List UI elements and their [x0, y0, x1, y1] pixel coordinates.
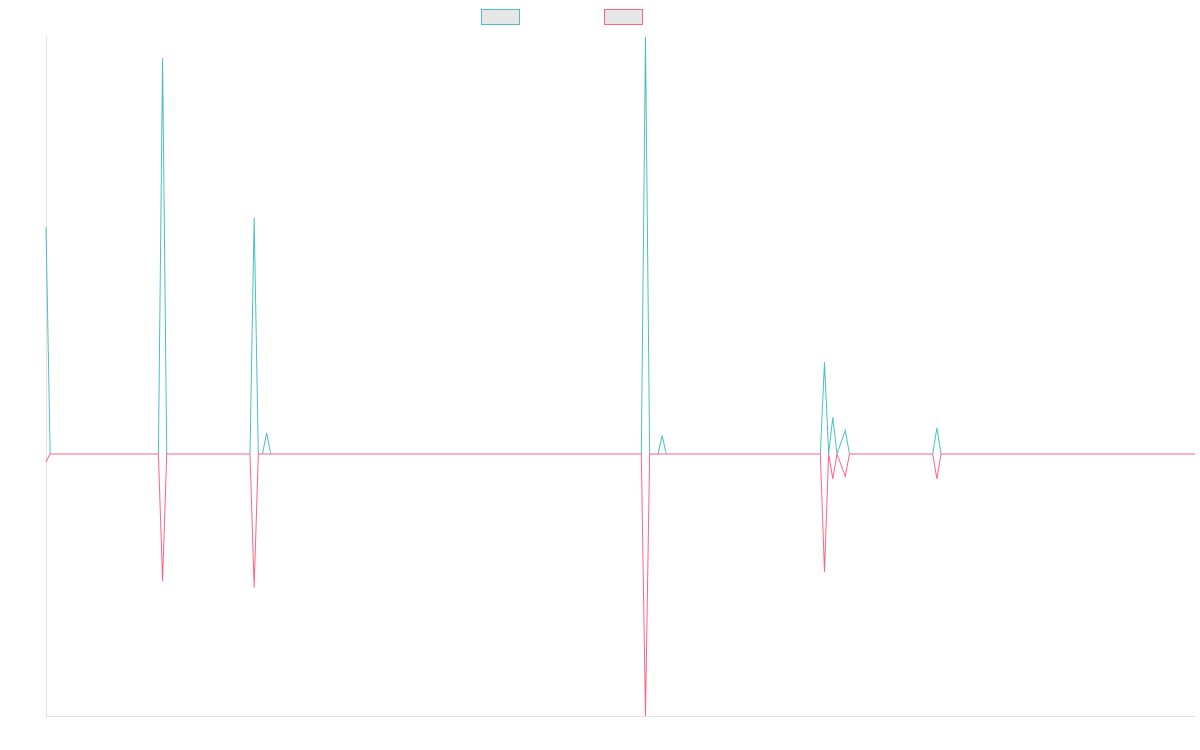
series-line-2 [45, 452, 1195, 717]
legend-swatch-series-2[interactable] [604, 9, 643, 25]
series-line-1 [45, 36, 1195, 455]
legend-swatch-series-1[interactable] [481, 9, 520, 25]
